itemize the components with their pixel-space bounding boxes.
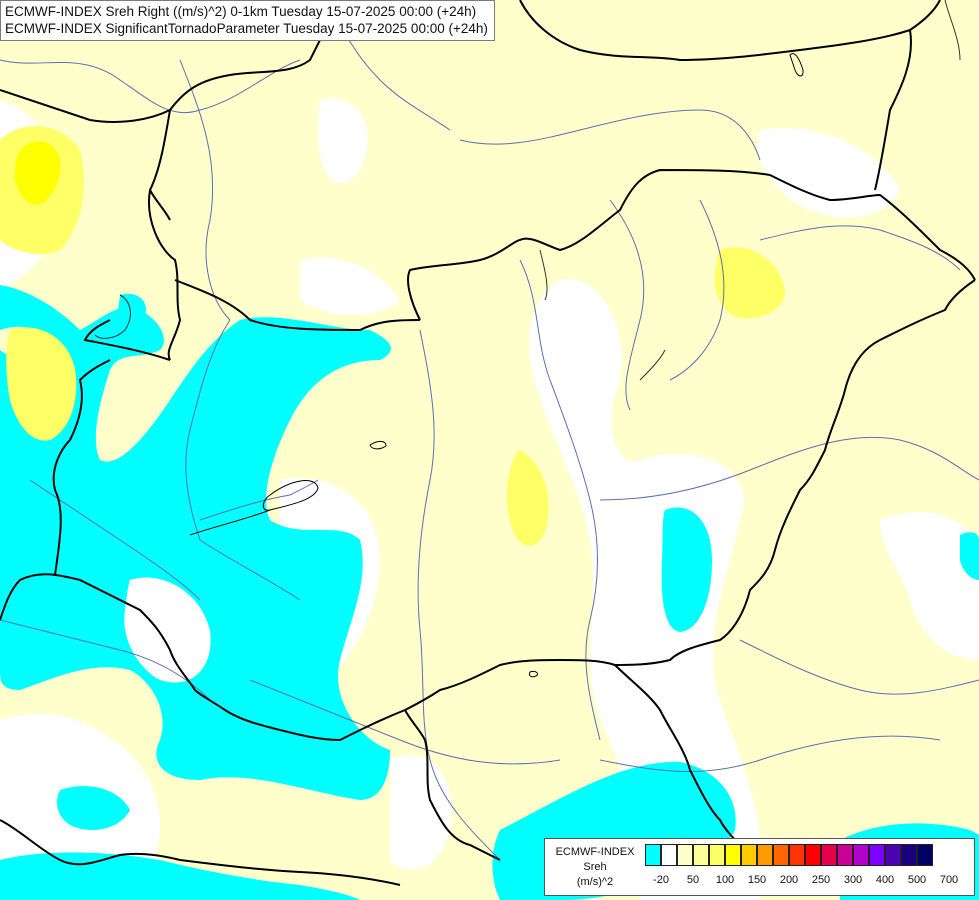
legend-ticks: -20 50 100 150 200 250 300 400 500 700 [645, 874, 975, 890]
legend-swatch [709, 844, 725, 866]
legend-tick-label: -20 [653, 874, 669, 886]
legend-swatch [773, 844, 789, 866]
legend-swatch [757, 844, 773, 866]
high-yellow-regions [15, 141, 61, 205]
legend-tick-label: 700 [939, 874, 959, 886]
legend-tick-label: 100 [715, 874, 735, 886]
legend-tick-label: 300 [843, 874, 863, 886]
legend-swatch [725, 844, 741, 866]
legend-swatch [901, 844, 917, 866]
legend-swatch [741, 844, 757, 866]
legend-tick-label: 400 [875, 874, 895, 886]
legend-tick-label: 200 [779, 874, 799, 886]
header-line-2: ECMWF-INDEX SignificantTornadoParameter … [5, 21, 488, 36]
legend-title-line-3: (m/s)^2 [576, 876, 614, 888]
legend-swatch [805, 844, 821, 866]
legend-swatch [869, 844, 885, 866]
color-legend: ECMWF-INDEX Sreh (m/s)^2 -20 50 100 150 200 2… [544, 838, 975, 896]
legend-swatch [693, 844, 709, 866]
legend-swatch [789, 844, 805, 866]
legend-swatch [885, 844, 901, 866]
legend-swatch [837, 844, 853, 866]
lakes [189, 53, 804, 678]
legend-swatch [853, 844, 869, 866]
legend-swatch [821, 844, 837, 866]
legend-tick-label: 250 [811, 874, 831, 886]
legend-title: ECMWF-INDEX Sreh (m/s)^2 [549, 845, 641, 890]
admin-lines [94, 0, 961, 381]
legend-swatches [645, 844, 933, 866]
header-line-1: ECMWF-INDEX Sreh Right ((m/s)^2) 0-1km T… [5, 4, 477, 19]
legend-swatch [661, 844, 677, 866]
legend-tick-label: 150 [747, 874, 767, 886]
legend-swatch [917, 844, 933, 866]
legend-tick-label: 500 [907, 874, 927, 886]
legend-title-line-2: Sreh [583, 861, 607, 873]
legend-tick-label: 50 [686, 874, 700, 886]
moderate-yellow-regions [0, 126, 785, 546]
legend-swatch [645, 844, 661, 866]
legend-swatch [677, 844, 693, 866]
map-header: ECMWF-INDEX Sreh Right ((m/s)^2) 0-1km T… [0, 0, 495, 41]
legend-title-line-1: ECMWF-INDEX [555, 846, 635, 858]
